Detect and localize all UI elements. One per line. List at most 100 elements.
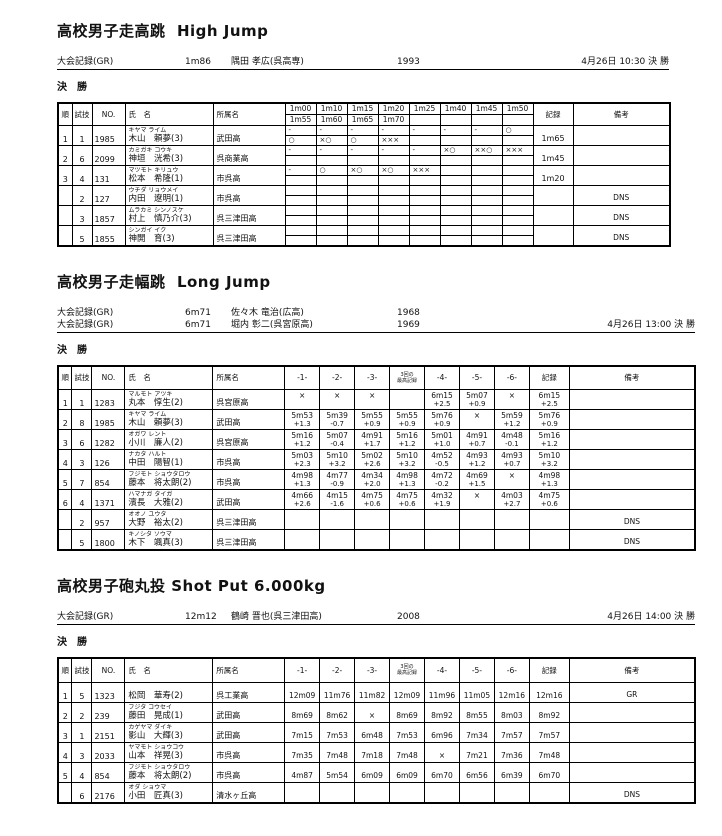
mark-top: - [410,146,439,156]
cell-mark: 11m82 [354,681,391,703]
cell-mark: 4m15 -1.6 [319,489,356,510]
table-row: 4 3 126 ナカタ ハルト 中田 陽智(1) 市呉高 5m03 +2.3 5m10 +3.2 5… [57,449,696,470]
mark-bottom [410,136,439,145]
mark-value [356,511,389,521]
athlete-kana: ヤマモト ショウコウ [128,743,185,751]
cell-mark: 4m72 -0.2 [424,469,460,490]
cell-no: 1800 [91,529,126,551]
cell-mark: - [284,144,317,166]
cell-mark: 4m52 -0.5 [424,449,460,470]
cell-no: 1857 [91,204,126,226]
col-header-attempt: -1- [284,657,321,683]
mark-bottom [286,236,315,245]
mark-bottom [503,196,532,205]
cell-record: 8m92 [528,701,570,723]
athlete-name: 松本 希隆(1) [128,173,184,184]
event-section-high-jump: 高校男子走高跳 High Jump 大会記録(GR) 1m86 隅田 孝広(呉高専)… [57,20,696,247]
record-year: 1968 [397,307,420,318]
cell-rank [57,224,73,246]
cell-note [568,761,696,783]
mark-wind: -0.7 [330,420,344,428]
mark-value [460,530,493,540]
cell-mark: - ×○ [315,124,348,146]
cell-order: 3 [71,741,93,763]
mark-wind [356,520,389,528]
cell-record [532,204,574,226]
mark-bottom [286,156,315,165]
cell-note: DNS [568,509,696,530]
cell-name: キノシタ ソウマ 木下 颯真(3) [124,529,214,551]
cell-mark: 6m48 [354,721,391,743]
cell-name: ヤマモト ショウコウ 山本 祥晃(3) [124,741,214,763]
athlete-kana: マルモト アツキ [128,391,173,398]
mark-bottom [503,136,532,145]
mark-bottom [410,176,439,185]
cell-mark: 5m03 +2.3 [284,449,321,470]
cell-rank: 3 [57,429,73,450]
athlete-kana: カミガキ コウキ [128,146,173,154]
record-lines: 大会記録(GR) 1m86 隅田 孝広(呉高専) 1993 4月26日 10:30 決 … [57,56,669,70]
cell-mark [439,184,472,206]
mark-bottom [348,156,377,165]
col-header-attempt: -6- [493,365,530,390]
cell-team: 呉宮原高 [212,389,286,410]
record-value: 5m16 [538,431,561,440]
cell-order: 1 [71,124,93,146]
header-row: 順試技 NO. 氏 名所属名 -1- -2- -3- 3回の 最高記録 -4- -5- -6- 記録備… [57,365,696,390]
mark-bottom [503,216,532,225]
mark-wind [321,400,354,408]
cell-note [572,164,671,186]
cell-note [572,144,671,166]
col-header-height: 1m00 [284,102,317,115]
cell-rank [57,529,73,551]
mark-top [286,226,315,236]
cell-mark: 5m10 +3.2 [319,449,356,470]
cell-mark: × [493,389,530,410]
cell-mark: 5m76 +0.9 [424,409,460,430]
cell-mark: 7m15 [284,721,321,743]
record-label: 大会記録(GR) [57,307,114,318]
athlete-kana: マツモト キリュウ [128,166,179,174]
mark-wind: +0.9 [398,420,416,428]
mark-wind: +1.0 [433,440,451,448]
mark-top: ×○ [379,166,408,176]
mark-wind [286,540,319,548]
mark-value: 4m91 [361,431,383,440]
cell-rank: 4 [57,449,73,470]
cell-mark: 4m03 +2.7 [493,489,530,510]
cell-record: 1m65 [532,124,574,146]
mark-bottom [441,216,470,225]
mark-wind [460,520,493,528]
record-value: 4m75 [538,491,561,500]
cell-mark: 7m53 [319,721,356,743]
cell-order: 5 [71,681,93,703]
cell-name: オダ ショウマ 小田 匠真(3) [124,781,214,803]
mark-value: × [299,391,306,400]
col-header-rank: 順 [57,657,73,683]
athlete-kana: フジタ コウセイ [128,703,172,711]
mark-top [348,226,377,236]
mark-wind [321,540,354,548]
cell-rank: 1 [57,389,73,410]
cell-mark: 5m02 +2.6 [354,449,391,470]
cell-mark [354,781,391,803]
cell-note [568,409,696,430]
cell-mark [408,224,441,246]
cell-mark: - ○ [346,124,379,146]
cell-record: 12m16 [528,681,570,703]
mark-bottom [441,136,470,145]
mark-top: ×○ [441,146,470,156]
table-row: 1 1 1985 キヤマ ライム 木山 頼夢(3) 武田高 - ○ - ×○ - ○ - ××× - - - ○ 1… [57,124,671,146]
cell-mark [424,529,460,551]
cell-mark: - [315,144,348,166]
cell-mark: 5m54 [319,761,356,783]
cell-rank: 1 [57,124,73,146]
cell-name: ハマナガ タイガ 濱長 大雅(2) [124,489,214,510]
athlete-name: 内田 遼明(1) [128,193,184,204]
cell-rank: 1 [57,681,73,703]
cell-rank: 6 [57,489,73,510]
col-header-best3: 3回の 最高記録 [389,365,426,390]
col-header-attempt: -4- [423,657,460,683]
mark-bottom [472,216,501,225]
mark-bottom [472,136,501,145]
